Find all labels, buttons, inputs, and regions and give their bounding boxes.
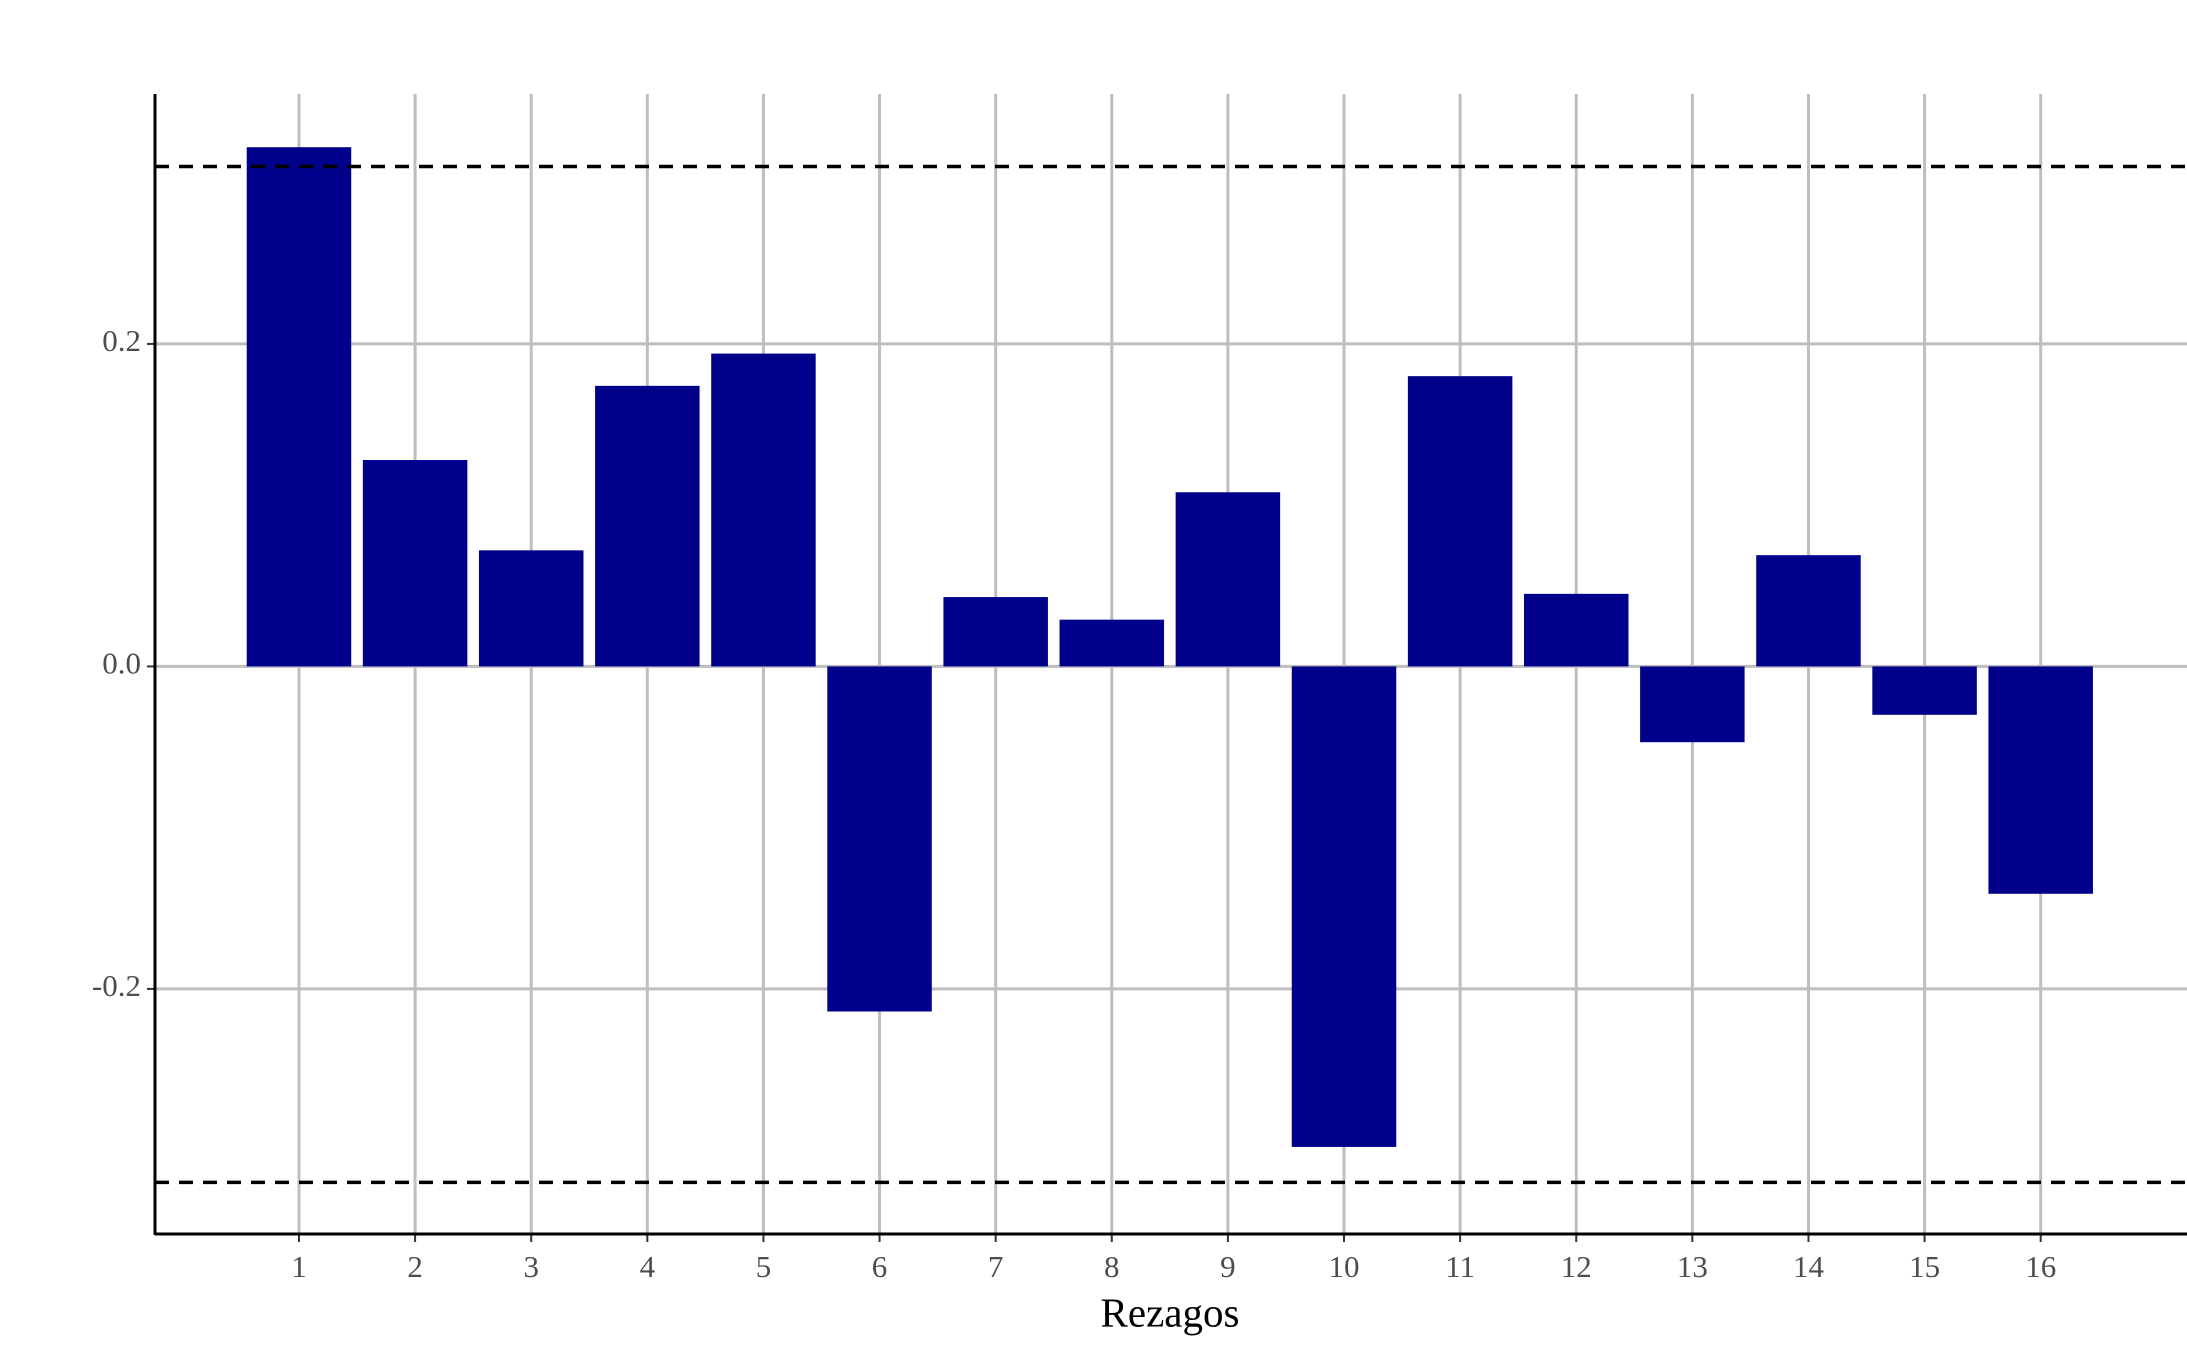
x-tick-label: 14 [1793,1249,1825,1284]
bar [1291,666,1397,1147]
bar [827,666,932,1012]
bar [1407,376,1513,667]
bar [1872,666,1977,715]
bar [711,353,816,667]
x-tick-label: 12 [1561,1249,1592,1284]
x-tick-label: 9 [1220,1249,1236,1284]
y-tick-label: -0.2 [92,968,141,1003]
bar [478,550,584,667]
y-tick-label: 0.2 [102,323,141,358]
x-tick-label: 5 [756,1249,772,1284]
x-tick-label: 2 [407,1249,423,1284]
x-tick-label: 16 [2025,1249,2056,1284]
bar [1640,666,1745,743]
bar [1059,619,1165,667]
bar [362,460,468,667]
bar [1175,492,1281,667]
bar [246,147,352,667]
bar [595,385,700,667]
bar [1523,593,1629,667]
x-tick-label: 6 [872,1249,888,1284]
bar [943,597,1048,667]
y-tick-label: 0.0 [102,646,141,681]
x-tick-label: 7 [988,1249,1004,1284]
bar [1988,666,2093,894]
x-axis-label: Rezagos [1101,1289,1240,1335]
bar [1756,555,1861,667]
x-tick-label: 1 [291,1249,307,1284]
x-tick-label: 4 [640,1249,656,1284]
x-tick-label: 15 [1909,1249,1940,1284]
x-tick-label: 10 [1329,1249,1360,1284]
x-tick-label: 11 [1445,1249,1475,1284]
x-tick-label: 8 [1104,1249,1120,1284]
x-tick-label: 13 [1677,1249,1708,1284]
x-tick-label: 3 [523,1249,539,1284]
